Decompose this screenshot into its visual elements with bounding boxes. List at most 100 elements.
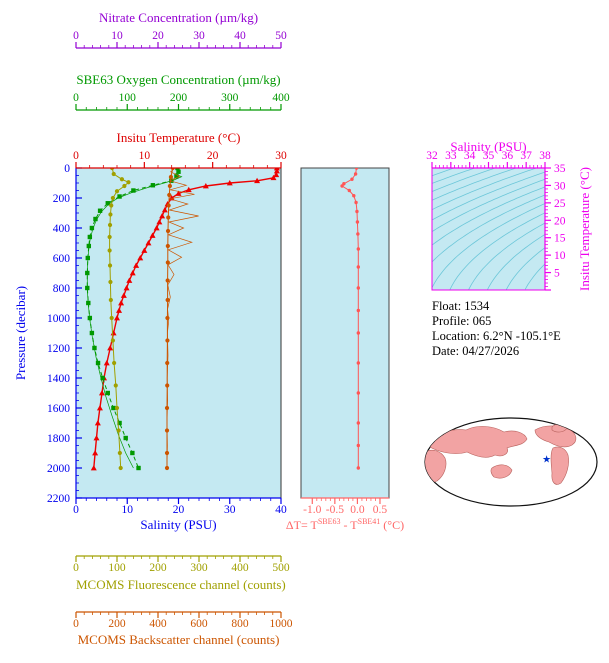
float-location-marker: ★: [542, 454, 551, 465]
data-marker: [165, 297, 170, 303]
tick-label: 30: [193, 30, 205, 42]
tick-label: 30: [275, 150, 287, 162]
fluorescence-axis: 0 100 200 300 400 500: [73, 555, 290, 574]
backscatter-axis: 0 200 400 600 800 1000: [73, 611, 293, 630]
data-marker: [93, 216, 98, 222]
tick-label: 800: [231, 618, 249, 630]
tick-label: 600: [53, 253, 71, 265]
data-marker: [89, 225, 95, 231]
tick-label: 1000: [47, 313, 70, 325]
data-marker: [136, 465, 141, 471]
tick-label: 100: [108, 562, 126, 574]
data-marker: [108, 297, 113, 303]
data-marker: [117, 450, 122, 456]
data-marker: [123, 435, 128, 441]
isopycnal-contour: [524, 263, 545, 290]
tick-label: 2000: [47, 463, 70, 475]
tick-label: 1800: [47, 433, 70, 445]
data-marker: [175, 168, 180, 171]
data-marker: [105, 390, 110, 396]
plot-background: [76, 168, 281, 498]
data-marker: [165, 260, 170, 265]
tick-label: 1200: [47, 343, 70, 355]
data-marker: [350, 177, 354, 181]
tick-label: 25: [554, 198, 566, 210]
tick-label: 10: [122, 504, 134, 516]
data-marker: [129, 270, 136, 276]
data-marker: [355, 209, 359, 214]
float-info-line: Float: 1534: [432, 299, 490, 313]
data-marker: [150, 183, 156, 188]
tick-label: 32: [426, 150, 438, 162]
isopycnal-contour: [432, 186, 545, 246]
ts-diagram: 32 33 34 35 36 37 38 5 10 15 20 25 30 35: [426, 150, 566, 291]
tick-label: 20: [554, 215, 566, 227]
ts-temperature-axis: 5 10 15 20 25 30 35: [544, 163, 566, 291]
data-marker: [117, 420, 122, 426]
data-marker: [165, 243, 170, 249]
data-marker: [117, 194, 122, 199]
data-marker: [118, 465, 123, 471]
tick-label: 1400: [47, 373, 70, 385]
data-marker: [175, 190, 182, 196]
tick-label: 20: [173, 504, 185, 516]
isopycnal-contour: [505, 247, 545, 290]
tick-label: 34: [464, 150, 476, 162]
data-marker: [116, 428, 121, 433]
data-marker: [356, 421, 361, 425]
isopycnal-contour: [486, 234, 545, 290]
nitrate-axis: 0 10 20 30 40 50: [73, 30, 287, 49]
data-marker: [122, 183, 127, 189]
profile-series: [85, 168, 280, 471]
data-marker: [105, 201, 110, 206]
tick-label: 37: [520, 150, 532, 162]
tick-label: 38: [539, 150, 551, 162]
data-marker: [355, 220, 360, 224]
data-marker: [114, 189, 120, 194]
main-profile-plot: 0200400600800100012001400160018002000220…: [47, 30, 293, 630]
data-marker: [97, 208, 103, 213]
data-marker: [107, 222, 113, 228]
float-info-line: Date: 04/27/2026: [432, 344, 520, 358]
isopycnal-contour: [449, 212, 545, 290]
temperature-axis: 0 10 20 30: [73, 150, 287, 169]
tick-label: 200: [108, 618, 126, 630]
data-marker: [114, 315, 120, 321]
data-marker: [112, 360, 117, 366]
data-marker: [156, 219, 163, 225]
tick-label: 400: [149, 618, 167, 630]
tick-label: 200: [53, 193, 71, 205]
data-marker: [93, 435, 100, 441]
data-marker: [273, 171, 280, 178]
tick-label: -1.0: [303, 504, 321, 516]
isopycnal-contour: [468, 222, 545, 290]
tick-label: 35: [554, 163, 566, 175]
ts-salinity-axis: 32 33 34 35 36 37 38: [426, 150, 551, 169]
data-marker: [137, 255, 144, 261]
data-marker: [110, 338, 115, 343]
data-marker: [174, 174, 179, 179]
series-fluorescence: [107, 168, 131, 471]
isopycnal-contour: [432, 168, 497, 192]
isopycnal-contour: [432, 168, 518, 201]
data-marker: [149, 232, 156, 238]
data-marker: [90, 465, 97, 471]
tick-label: 300: [190, 562, 208, 574]
tick-label: 0: [73, 618, 79, 630]
data-marker: [92, 450, 99, 456]
tick-label: 0.5: [373, 504, 388, 516]
data-marker: [133, 262, 140, 268]
tick-label: -0.5: [326, 504, 344, 516]
data-marker: [356, 308, 361, 313]
data-marker: [153, 225, 160, 231]
data-marker: [126, 277, 133, 283]
landmass: [427, 426, 528, 458]
isopycnal-contour: [432, 171, 545, 221]
data-marker: [226, 180, 233, 186]
tick-label: 33: [445, 150, 457, 162]
data-marker: [103, 360, 110, 366]
data-marker: [202, 183, 209, 189]
tick-label: 30: [224, 504, 236, 516]
series-oxygen-raw: [86, 168, 183, 469]
